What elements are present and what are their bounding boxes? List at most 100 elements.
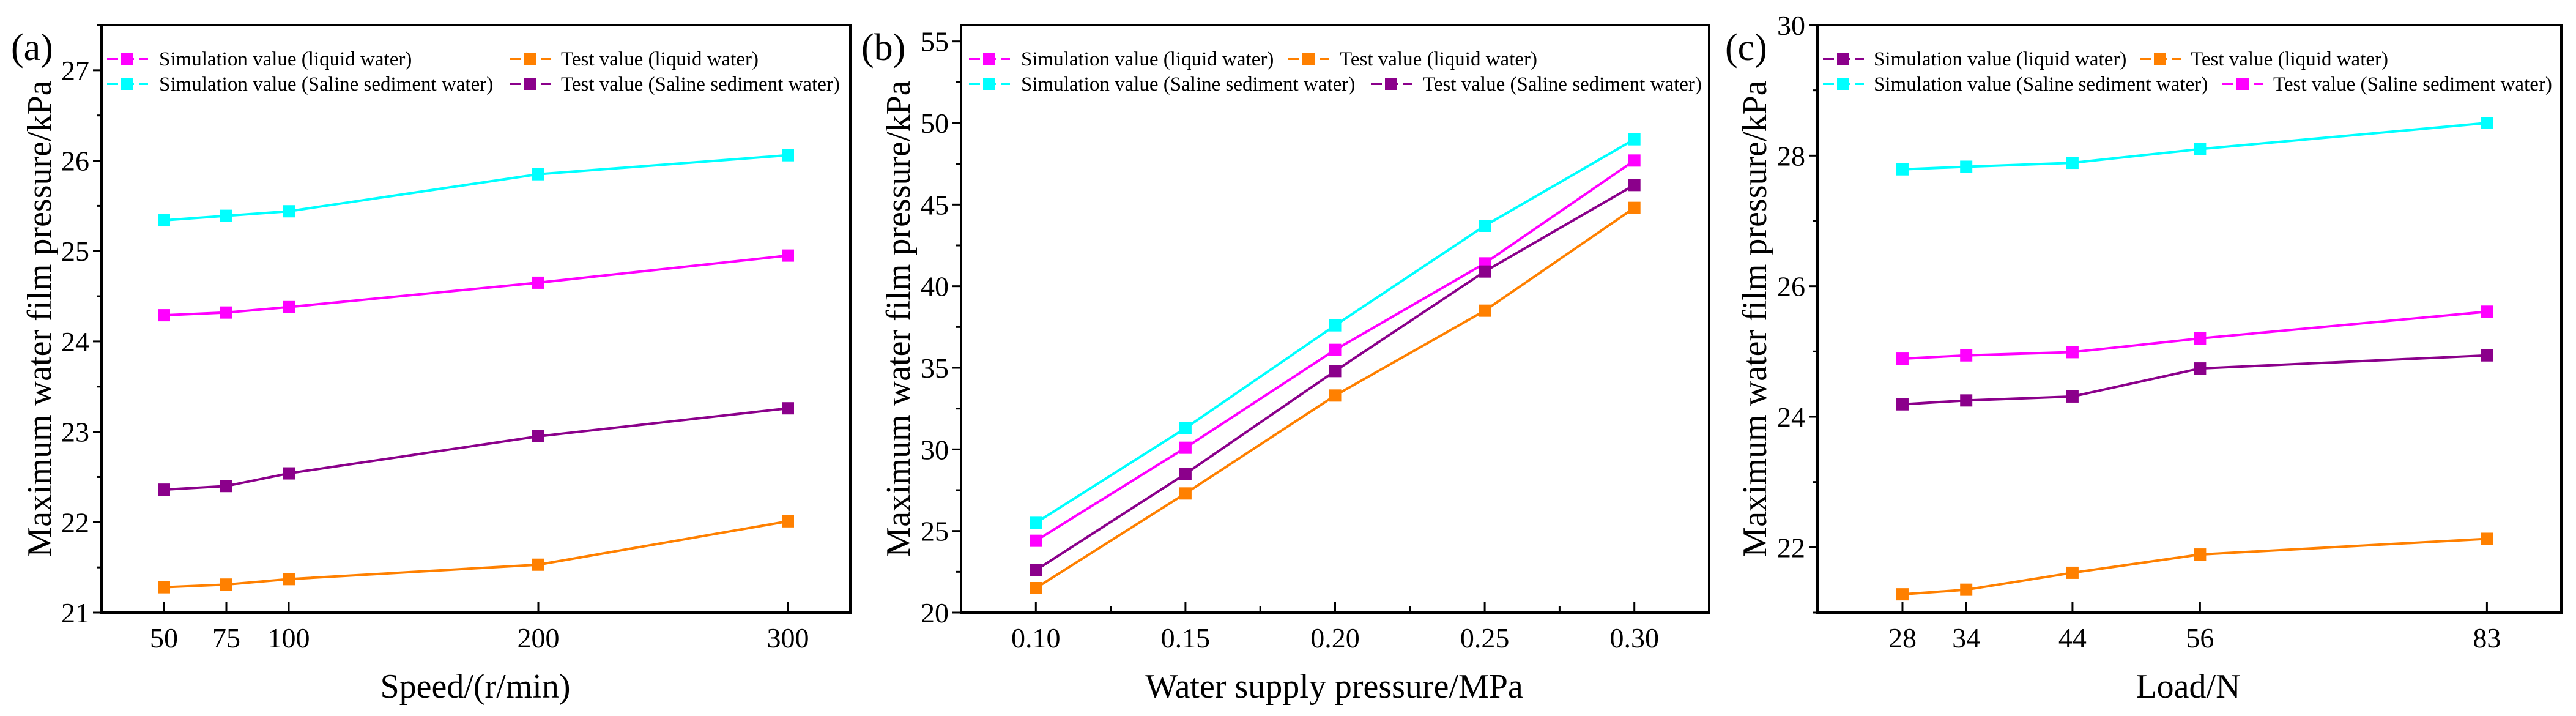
data-point [283, 573, 295, 586]
legend-marker [1837, 53, 1849, 65]
data-point [2066, 346, 2079, 359]
y-tick-label: 35 [921, 352, 949, 384]
legend-label: Test value (Saline sediment water) [2273, 73, 2552, 95]
data-point [1960, 583, 1973, 596]
data-point [1479, 304, 1491, 317]
legend-marker [524, 53, 536, 65]
x-tick-label: 44 [2058, 622, 2087, 654]
legend-marker [524, 78, 536, 90]
legend-item: Test value (liquid water) [2140, 48, 2388, 70]
y-tick-label: 30 [1777, 10, 1805, 41]
data-point [782, 402, 794, 415]
y-axis-label: Maximum water film pressure/kPa [880, 80, 918, 557]
data-point [1896, 163, 1909, 176]
x-tick-label: 200 [518, 622, 560, 654]
legend-marker [2154, 53, 2166, 65]
data-point [1179, 487, 1192, 500]
data-point [782, 149, 794, 162]
x-tick-label: 50 [150, 622, 178, 654]
series-test-value-liquid-water [158, 515, 794, 594]
series-line [1902, 537, 2487, 596]
legend-item: Simulation value (liquid water) [1823, 48, 2126, 70]
legend-item: Test value (Saline sediment water) [1371, 73, 1702, 95]
data-point [1960, 160, 1973, 173]
legend-label: Test value (liquid water) [2191, 48, 2388, 70]
plot-frame [960, 24, 1710, 614]
data-point [1628, 154, 1641, 167]
legend-label: Test value (Saline sediment water) [561, 73, 840, 95]
x-tick-label: 0.25 [1460, 622, 1510, 654]
series-test-value-saline-sediment-water [158, 402, 794, 496]
x-tick-label: 56 [2186, 622, 2214, 654]
data-point [782, 515, 794, 528]
legend-label: Simulation value (Saline sediment water) [159, 73, 493, 95]
y-tick-label: 21 [61, 597, 89, 628]
y-tick-label: 30 [921, 434, 949, 465]
y-tick-label: 25 [921, 516, 949, 547]
data-point [220, 480, 232, 493]
data-point [1479, 220, 1491, 232]
y-tick-label: 27 [61, 55, 89, 86]
legend-marker [1385, 78, 1397, 90]
y-tick-label: 28 [1777, 140, 1805, 171]
data-point [2066, 157, 2079, 170]
series-simulation-value-liquid-water [1896, 349, 2493, 411]
series-test-value-liquid-water [1030, 201, 1641, 594]
panel-label: (b) [861, 27, 905, 69]
data-point [158, 581, 170, 594]
series-simulation-value-saline-sediment-water [158, 149, 794, 227]
data-point [2481, 532, 2493, 545]
legend-label: Simulation value (Saline sediment water) [1021, 73, 1355, 95]
legend-marker [121, 53, 133, 65]
x-tick-label: 34 [1952, 622, 1980, 654]
panel-label: (c) [1725, 27, 1767, 69]
series-line [163, 407, 789, 491]
series-simulation-value-saline-sediment-water [1896, 117, 2493, 176]
legend-item: Test value (Saline sediment water) [510, 73, 840, 95]
data-point [283, 205, 295, 218]
legend: Simulation value (liquid water) Test valu… [107, 48, 840, 95]
x-tick-label: 100 [268, 622, 310, 654]
legend-item: Test value (liquid water) [1288, 48, 1537, 70]
y-tick-label: 45 [921, 189, 949, 220]
series-simulation-value-liquid-water [158, 249, 794, 322]
data-point [2066, 390, 2079, 403]
data-point [1479, 265, 1491, 278]
data-point [782, 249, 794, 262]
data-point [1030, 564, 1042, 576]
legend-item: Simulation value (Saline sediment water) [1823, 73, 2208, 95]
data-point [2194, 362, 2207, 375]
y-tick-label: 22 [61, 507, 89, 538]
data-point [1960, 349, 1973, 362]
x-axis-label: Load/N [2136, 668, 2240, 706]
x-tick-label: 83 [2473, 622, 2501, 654]
data-point [2194, 143, 2207, 155]
series-line [163, 154, 789, 222]
legend-marker [2236, 78, 2249, 90]
legend-item: Test value (Saline sediment water) [2222, 73, 2552, 95]
data-point [2481, 349, 2493, 362]
x-tick-label: 0.15 [1161, 622, 1211, 654]
series-test-value-liquid-water [1896, 532, 2493, 601]
y-tick-label: 26 [61, 146, 89, 177]
series-test-value-saline-sediment-water [1030, 179, 1641, 576]
y-tick-label: 40 [921, 271, 949, 302]
data-point [220, 578, 232, 591]
legend-label: Simulation value (liquid water) [159, 48, 412, 70]
data-point [532, 168, 544, 181]
legend-marker [1837, 78, 1849, 90]
x-tick-label: 0.20 [1310, 622, 1360, 654]
data-point [2481, 117, 2493, 129]
chart-panel-c: 22 24 26 28 30 28 34 44 56 83 Simulation value (li… [1725, 10, 2563, 706]
data-point [1329, 319, 1342, 332]
y-tick-label: 22 [1777, 532, 1805, 563]
series-simulation-value-liquid-water [1030, 154, 1641, 547]
data-point [1179, 468, 1192, 480]
series-test-value-saline-sediment-water [1896, 305, 2493, 365]
data-point [220, 306, 232, 319]
data-point [532, 276, 544, 289]
legend-marker [983, 53, 995, 65]
y-tick-label: 24 [61, 326, 89, 357]
x-tick-label: 75 [212, 622, 240, 654]
y-tick-label: 50 [921, 108, 949, 139]
